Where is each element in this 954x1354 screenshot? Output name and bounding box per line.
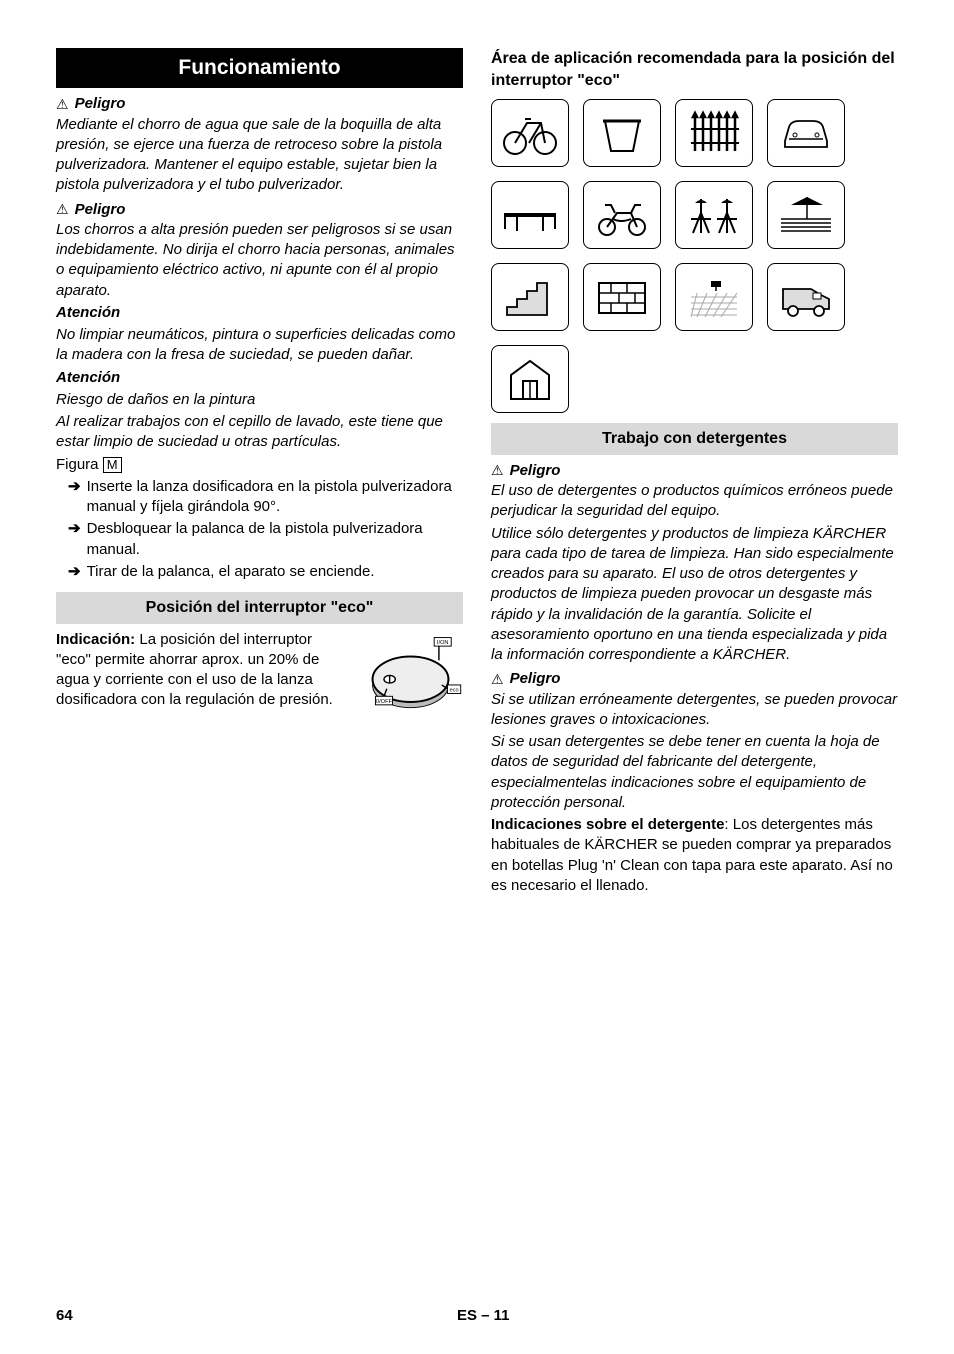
warning-icon: ⚠ (56, 95, 69, 114)
bullet-text: Desbloquear la palanca de la pistola pul… (87, 519, 463, 560)
warning-label: Peligro (510, 669, 561, 689)
warning-label: Peligro (75, 94, 126, 114)
svg-text:eco: eco (450, 687, 459, 693)
attention-label: Atención (56, 303, 463, 323)
area-title: Área de aplicación recomendada para la p… (491, 48, 898, 91)
bullet-text: Inserte la lanza dosificadora en la pist… (87, 477, 463, 518)
warning-text: Si se usan detergentes se debe tener en … (491, 732, 898, 813)
warning-block: ⚠ Peligro (491, 461, 898, 481)
figure-label: Figura (56, 456, 103, 473)
page-lang: ES – 11 (457, 1306, 510, 1326)
warning-text: Si se utilizan erróneamente detergentes,… (491, 690, 898, 731)
warning-block: ⚠ Peligro (56, 94, 463, 114)
warning-icon: ⚠ (491, 670, 504, 689)
pot-icon (583, 99, 661, 167)
indication-bold: Indicación: (56, 631, 135, 648)
attention-text: Al realizar trabajos con el cepillo de l… (56, 412, 463, 453)
subsection-header: Trabajo con detergentes (491, 423, 898, 455)
pavers-icon (675, 263, 753, 331)
bullet-item: ➔ Tirar de la palanca, el aparato se enc… (68, 562, 463, 582)
fence-icon (675, 99, 753, 167)
warning-icon: ⚠ (491, 461, 504, 480)
warning-text: El uso de detergentes o productos químic… (491, 481, 898, 522)
attention-text: Riesgo de daños en la pintura (56, 390, 463, 410)
warning-label: Peligro (510, 461, 561, 481)
figure-ref: Figura M (56, 455, 463, 475)
arrow-icon: ➔ (68, 562, 81, 582)
warning-block: ⚠ Peligro (56, 200, 463, 220)
detergent-info-bold: Indicaciones sobre el detergente (491, 816, 724, 833)
attention-text: No limpiar neumáticos, pintura o superfi… (56, 325, 463, 366)
arrow-icon: ➔ (68, 519, 81, 560)
switch-diagram-icon: I/ON 0/OFF eco (358, 630, 463, 720)
bench-icon (491, 181, 569, 249)
stairs-icon (491, 263, 569, 331)
indication-text: Indicación: La posición del interruptor … (56, 630, 348, 711)
warning-text: Los chorros a alta presión pueden ser pe… (56, 220, 463, 301)
wall-icon (583, 263, 661, 331)
warning-text: Mediante el chorro de agua que sale de l… (56, 115, 463, 196)
garden-furniture-icon (675, 181, 753, 249)
bike-icon (491, 99, 569, 167)
bullet-item: ➔ Desbloquear la palanca de la pistola p… (68, 519, 463, 560)
deck-icon (767, 181, 845, 249)
page-number: 64 (56, 1306, 73, 1326)
arrow-icon: ➔ (68, 477, 81, 518)
indication-block: Indicación: La posición del interruptor … (56, 630, 463, 720)
svg-text:0/OFF: 0/OFF (376, 699, 393, 705)
car-icon (767, 99, 845, 167)
warning-block: ⚠ Peligro (491, 669, 898, 689)
motorbike-icon (583, 181, 661, 249)
application-icons-grid (491, 99, 898, 413)
left-column: Funcionamiento ⚠ Peligro Mediante el cho… (56, 48, 463, 898)
warning-text: Utilice sólo detergentes y productos de … (491, 524, 898, 666)
attention-label: Atención (56, 368, 463, 388)
warning-label: Peligro (75, 200, 126, 220)
right-column: Área de aplicación recomendada para la p… (491, 48, 898, 898)
figure-letter: M (103, 457, 122, 473)
svg-text:I/ON: I/ON (437, 640, 449, 646)
detergent-info: Indicaciones sobre el detergente: Los de… (491, 815, 898, 896)
section-header: Funcionamiento (56, 48, 463, 88)
shed-icon (491, 345, 569, 413)
page-footer: 64 ES – 11 . (56, 1306, 898, 1326)
subsection-header: Posición del interruptor "eco" (56, 592, 463, 624)
bullet-item: ➔ Inserte la lanza dosificadora en la pi… (68, 477, 463, 518)
van-icon (767, 263, 845, 331)
warning-icon: ⚠ (56, 200, 69, 219)
bullet-text: Tirar de la palanca, el aparato se encie… (87, 562, 375, 582)
